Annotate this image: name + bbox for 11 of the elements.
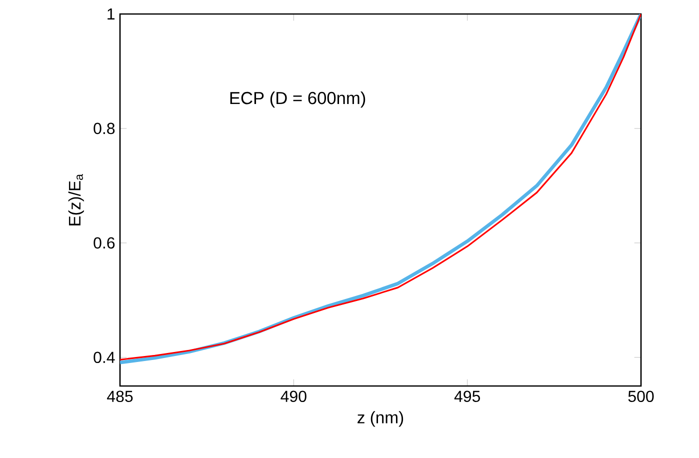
y-tick-label: 0.6 [94, 237, 115, 249]
y-axis-title: E(z)/E$_{a}$ [68, 174, 84, 226]
x-tick-label: 495 [454, 390, 480, 402]
x-tick-label: 500 [628, 390, 654, 402]
x-tick-label: 485 [107, 390, 133, 402]
y-tick-label: 1 [108, 8, 115, 20]
annotation: ECP (D = 600nm) [230, 91, 366, 108]
y-tick-label: 0.8 [94, 122, 115, 134]
y-tick-label: 0.4 [94, 352, 115, 364]
x-tick-label: 490 [280, 390, 306, 402]
x-axis-title: z (nm) [358, 411, 404, 427]
